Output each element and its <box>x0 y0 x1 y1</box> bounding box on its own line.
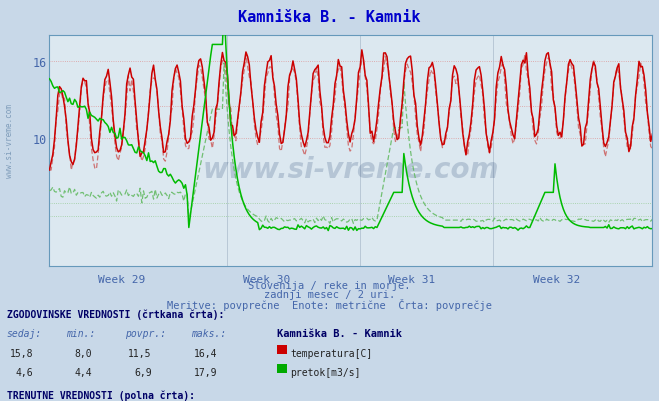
Text: temperatura[C]: temperatura[C] <box>291 348 373 358</box>
Text: pretok[m3/s]: pretok[m3/s] <box>291 367 361 377</box>
Text: ZGODOVINSKE VREDNOSTI (črtkana črta):: ZGODOVINSKE VREDNOSTI (črtkana črta): <box>7 309 224 319</box>
Text: 8,0: 8,0 <box>74 348 92 358</box>
Text: www.si-vreme.com: www.si-vreme.com <box>203 156 499 184</box>
Text: 4,4: 4,4 <box>74 367 92 377</box>
Text: 17,9: 17,9 <box>194 367 217 377</box>
Text: 6,9: 6,9 <box>134 367 152 377</box>
Text: 15,8: 15,8 <box>9 348 33 358</box>
Text: zadnji mesec / 2 uri.: zadnji mesec / 2 uri. <box>264 290 395 300</box>
Text: min.:: min.: <box>66 328 96 338</box>
Text: povpr.:: povpr.: <box>125 328 166 338</box>
Text: Slovenija / reke in morje.: Slovenija / reke in morje. <box>248 281 411 291</box>
Text: Week 31: Week 31 <box>388 275 436 285</box>
Text: Week 30: Week 30 <box>243 275 291 285</box>
Text: maks.:: maks.: <box>191 328 226 338</box>
Text: 16,4: 16,4 <box>194 348 217 358</box>
Text: 4,6: 4,6 <box>15 367 33 377</box>
Text: sedaj:: sedaj: <box>7 328 42 338</box>
Text: Week 32: Week 32 <box>533 275 581 285</box>
Text: www.si-vreme.com: www.si-vreme.com <box>5 103 14 177</box>
Text: Meritve: povprečne  Enote: metrične  Črta: povprečje: Meritve: povprečne Enote: metrične Črta:… <box>167 298 492 310</box>
Text: TRENUTNE VREDNOSTI (polna črta):: TRENUTNE VREDNOSTI (polna črta): <box>7 389 194 400</box>
Text: 11,5: 11,5 <box>128 348 152 358</box>
Text: Week 29: Week 29 <box>98 275 146 285</box>
Text: Kamniška B. - Kamnik: Kamniška B. - Kamnik <box>239 10 420 25</box>
Text: Kamniška B. - Kamnik: Kamniška B. - Kamnik <box>277 328 402 338</box>
